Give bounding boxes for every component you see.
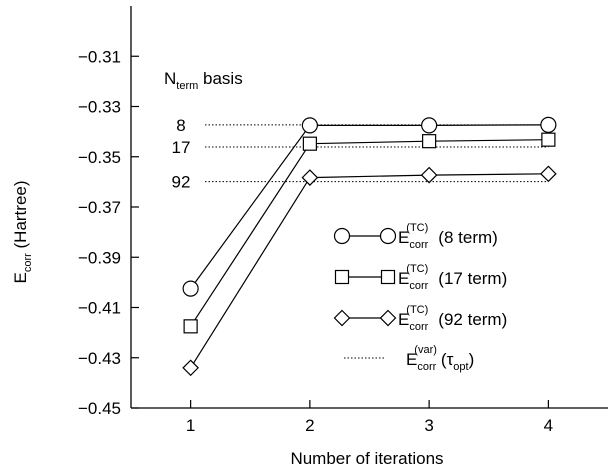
data-point-diamond [420,166,438,184]
data-point-circle [421,117,438,134]
legend-label: Ecorr(TC) (17 term) [398,263,507,292]
legend-label: Ecorr(TC) (92 term) [398,304,507,333]
legend: Ecorr(TC) (8 term) Ecorr(TC) (17 term) Ecorr… [333,222,507,373]
data-point-circle [540,116,557,133]
y-tick-label: −0.41 [78,299,121,318]
basis-annotation-tail: basis [198,69,242,88]
data-point-square [302,136,317,151]
y-tick-label: −0.37 [78,198,121,217]
x-tick-label: 1 [186,416,195,435]
data-point-square [183,319,198,334]
series-layer [182,116,557,377]
x-tick-label: 3 [424,416,433,435]
series-line-square [190,139,549,327]
legend-marker-circle [333,227,351,245]
legend-label-reference: Ecorr(var) (τopt) [406,344,474,373]
reference-label: 8 [176,116,185,135]
data-point-diamond [540,165,557,183]
y-tick-label: −0.35 [78,148,121,167]
x-tick-label: 4 [544,416,553,435]
data-point-circle [182,280,199,297]
y-axis-label-rest: (Hartree) [11,180,30,253]
reference-label: 92 [172,173,191,192]
data-point-diamond [301,169,319,186]
basis-annotation-main: N [164,69,176,88]
data-point-circle [301,117,318,134]
legend-marker-circle [379,227,397,245]
y-tick-label: −0.43 [78,349,121,368]
basis-annotation-sub: term [176,80,198,92]
reference-lines: 8 17 92 [172,116,549,192]
basis-annotation: Nterm basis [164,69,243,92]
reference-label: 17 [172,138,191,157]
legend-marker-diamond [333,309,351,327]
y-tick-label: −0.31 [78,47,121,66]
legend-marker-square [380,269,396,285]
data-point-diamond [182,359,199,377]
x-axis-label: Number of iterations [290,449,443,468]
x-tick-label: 2 [305,416,314,435]
y-axis-label-main: E [11,272,30,283]
series-line-diamond [190,173,549,369]
y-axis: −0.31 −0.33 −0.35 −0.37 −0.39 −0.41 −0.43 −0.45 [78,47,139,418]
y-axis-label: Ecorr (Hartree) [11,180,34,283]
legend-marker-square [334,269,350,285]
legend-label: Ecorr(TC) (8 term) [398,222,498,251]
data-point-square [541,132,556,147]
series-line-circle [190,124,549,290]
y-tick-label: −0.33 [78,98,121,117]
data-point-square [422,134,437,149]
y-tick-label: −0.45 [78,399,121,418]
y-axis-label-sub: corr [22,253,34,272]
y-tick-label: −0.39 [78,248,121,267]
x-axis: 1 2 3 4 [186,400,553,435]
legend-marker-diamond [379,309,397,327]
